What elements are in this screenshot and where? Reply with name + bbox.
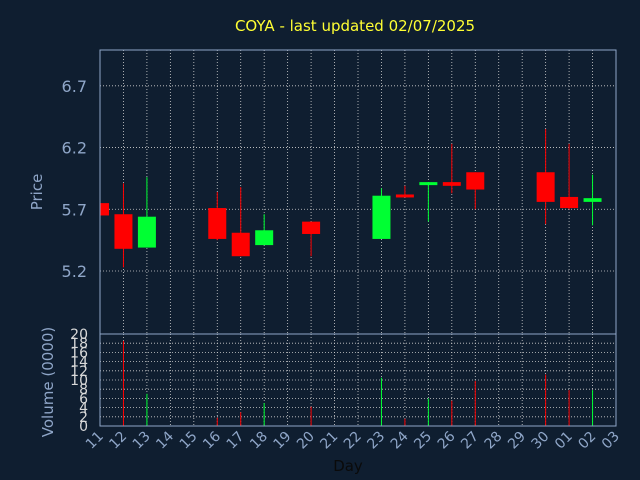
candle-body: [231, 232, 250, 257]
candle-20: [302, 221, 321, 257]
volume-tick-label: 16: [70, 345, 88, 361]
candle-body: [114, 214, 133, 249]
volume-tick-label: 4: [79, 401, 88, 417]
candle-13: [137, 177, 156, 248]
candle-02: [583, 174, 602, 226]
day-tick-label: 22: [341, 429, 365, 453]
day-tick-label: 24: [388, 428, 412, 452]
volume-panel-frame: [99, 333, 617, 427]
candle-body: [395, 194, 414, 198]
candle-12: [114, 183, 133, 268]
day-tick-label: 29: [505, 429, 529, 453]
volume-tick-label: 10: [70, 373, 88, 389]
day-tick-label: 15: [177, 429, 201, 453]
price-tick-label: 6.2: [62, 139, 87, 158]
day-tick-label: 19: [271, 429, 295, 453]
price-tick-label: 6.7: [62, 77, 87, 96]
candle-23: [372, 188, 391, 239]
day-tick-label: 30: [529, 429, 553, 453]
x-axis-label: Day: [333, 457, 363, 475]
candle-body: [583, 198, 602, 202]
day-tick-label: 02: [575, 429, 599, 453]
volume-tick-label: 12: [70, 364, 88, 380]
day-tick-label: 03: [599, 429, 623, 453]
price-tick-labels: 5.2 5.7 6.2 6.7: [62, 77, 87, 281]
candle-body: [208, 208, 227, 239]
day-tick-label: 12: [106, 429, 130, 453]
candle-body: [419, 182, 438, 186]
candle-body: [466, 172, 485, 190]
candle-24: [395, 185, 414, 198]
day-tick-label: 27: [458, 429, 482, 453]
price-tick-label: 5.2: [62, 262, 87, 281]
candle-body: [100, 203, 109, 216]
candle-11: [99, 203, 109, 216]
candle-body: [302, 221, 321, 234]
price-tick-label: 5.7: [62, 200, 87, 219]
volume-tick-label: 0: [79, 419, 88, 435]
volume-axis-label: Volume (0000): [39, 327, 57, 437]
volume-tick-label: 8: [79, 382, 88, 398]
candle-body: [255, 230, 274, 246]
day-tick-label: 13: [130, 429, 154, 453]
candle-27: [466, 172, 485, 210]
candle-17: [231, 187, 250, 257]
day-tick-label: 28: [482, 429, 506, 453]
candle-30: [536, 129, 555, 225]
volume-tick-label: 6: [79, 391, 88, 407]
candle-18: [255, 214, 274, 246]
day-tick-label: 21: [317, 429, 341, 453]
day-tick-label: 20: [294, 429, 318, 453]
day-tick-label: 26: [435, 428, 459, 452]
candle-01: [560, 143, 579, 210]
day-tick-label: 25: [411, 429, 435, 453]
day-tick-label: 16: [200, 428, 224, 452]
day-tick-labels: 11 12 13 14 15 16 17 18 19 20 21 22 23 24 25 26 27 28 29 30…: [83, 428, 623, 452]
candle-body: [137, 216, 156, 248]
candle-25: [419, 182, 438, 222]
candle-26: [442, 143, 461, 194]
candle-body: [442, 182, 461, 186]
candle-body: [536, 172, 555, 202]
volume-tick-label: 2: [79, 410, 88, 426]
candlesticks: [99, 129, 602, 268]
volume-gridlines: [100, 334, 616, 426]
chart-title: COYA - last updated 02/07/2025: [235, 17, 475, 35]
day-tick-label: 18: [247, 429, 271, 453]
volume-tick-label: 18: [70, 336, 88, 352]
price-axis-label: Price: [28, 174, 46, 211]
volume-tick-label: 20: [70, 327, 88, 343]
day-tick-label: 01: [552, 429, 576, 453]
candle-body: [372, 195, 391, 239]
candle-16: [208, 192, 227, 241]
day-tick-label: 17: [224, 429, 248, 453]
volume-bars: [122, 340, 594, 426]
day-tick-label: 14: [153, 428, 177, 452]
day-tick-label: 23: [364, 429, 388, 453]
candle-body: [560, 196, 579, 209]
volume-tick-label: 14: [70, 355, 88, 371]
